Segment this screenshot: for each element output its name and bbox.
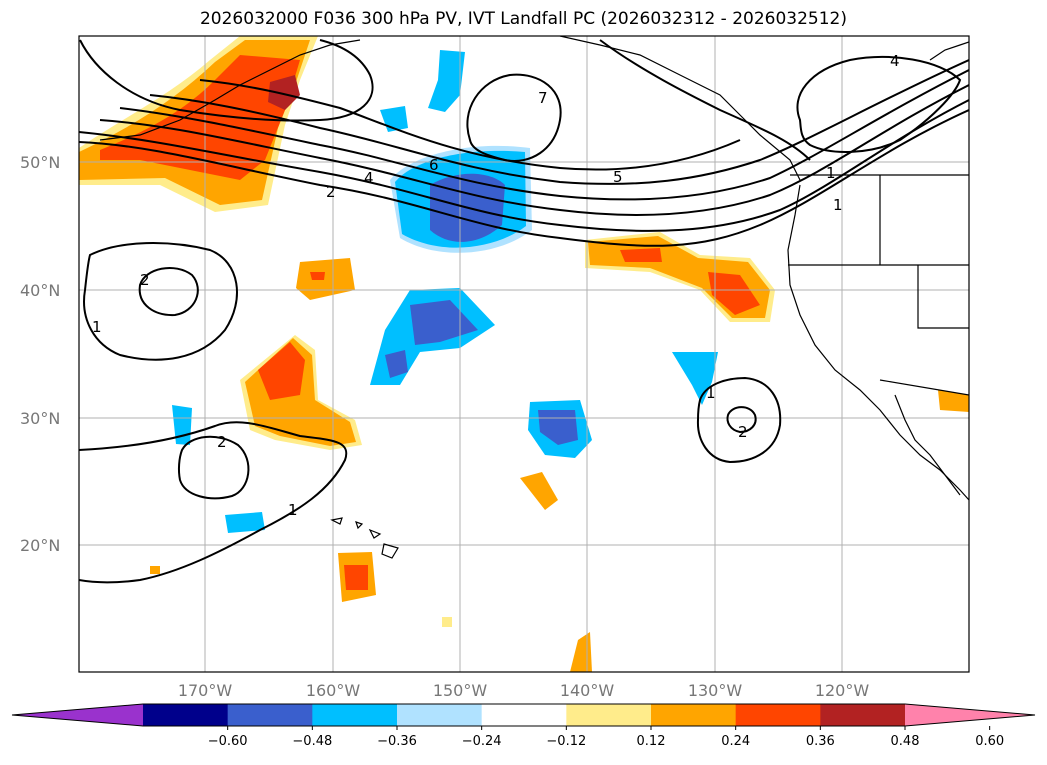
shade-positive — [708, 272, 760, 315]
colorbar-tick-label: −0.36 — [377, 734, 417, 749]
contour-label: 7 — [538, 89, 548, 107]
shade-positive — [938, 390, 969, 412]
colorbar-extend-left — [12, 704, 143, 726]
shade-negative — [385, 350, 408, 378]
colorbar-tick-label: −0.12 — [546, 734, 586, 749]
colorbar-outline — [11, 703, 1036, 727]
colorbar: −0.60 −0.48 −0.36 −0.24 −0.12 0.12 0.24 0.36 0.4… — [11, 703, 1036, 749]
contour-label: 1 — [833, 196, 843, 214]
colorbar-segment — [143, 704, 229, 726]
contour-label: 2 — [140, 271, 150, 289]
lon-label: 140°W — [560, 681, 615, 700]
lat-label: 50°N — [20, 153, 60, 172]
shade-positive — [520, 472, 558, 510]
hawaii-islands — [330, 517, 399, 559]
map-title: 2026032000 F036 300 hPa PV, IVT Landfall… — [199, 9, 847, 29]
colorbar-tick-label: 0.48 — [891, 734, 920, 749]
shade-negative — [672, 352, 718, 405]
colorbar-segment — [651, 704, 737, 726]
colorbar-tick-label: −0.24 — [462, 734, 502, 749]
colorbar-segment — [566, 704, 652, 726]
lon-label: 170°W — [178, 681, 233, 700]
lat-label: 40°N — [20, 281, 60, 300]
colorbar-segment — [312, 704, 398, 726]
contour-label: 6 — [429, 156, 439, 174]
contour-label: 1 — [706, 384, 716, 402]
lat-labels: 50°N 40°N 30°N 20°N — [20, 153, 60, 555]
contour-label: 4 — [890, 52, 900, 70]
shade-positive — [310, 272, 325, 280]
lat-label: 20°N — [20, 536, 60, 555]
colorbar-tick-label: 0.36 — [806, 734, 835, 749]
colorbar-segment — [227, 704, 313, 726]
contour-label: 1 — [288, 501, 298, 519]
contour-labels: 1 2 3 4 5 6 7 1 2 1 2 1 1 2 4 — [92, 52, 900, 519]
colorbar-tick-label: −0.48 — [292, 734, 332, 749]
lon-label: 130°W — [688, 681, 743, 700]
colorbar-tick-label: 0.24 — [721, 734, 750, 749]
colorbar-extend-right — [905, 704, 1035, 726]
colorbar-segment — [397, 704, 483, 726]
contour-label: 2 — [326, 183, 336, 201]
gridlines — [79, 36, 969, 672]
shade-positive — [344, 565, 368, 590]
colorbar-segment — [820, 704, 906, 726]
colorbar-segment — [735, 704, 821, 726]
contour-label: 1 — [826, 164, 836, 182]
contour-label: 2 — [217, 433, 227, 451]
lon-label: 160°W — [306, 681, 361, 700]
colorbar-tick-label: 0.12 — [637, 734, 666, 749]
shade-positive — [442, 617, 452, 627]
lon-label: 150°W — [433, 681, 488, 700]
shade-negative — [410, 300, 478, 345]
colorbar-tick-label: −0.60 — [208, 734, 248, 749]
colorbar-segment — [481, 704, 567, 726]
shade-positive — [620, 248, 662, 262]
shade-positive — [268, 75, 300, 110]
contour-label: 2 — [738, 423, 748, 441]
lon-label: 120°W — [815, 681, 870, 700]
shade-negative — [225, 512, 265, 533]
shade-positive — [258, 342, 305, 400]
shade-negative — [538, 410, 578, 445]
contour-label: 4 — [364, 169, 374, 187]
contour-label: 5 — [613, 168, 623, 186]
lat-label: 30°N — [20, 409, 60, 428]
contour-label: 1 — [92, 318, 102, 336]
map-frame — [78, 35, 970, 673]
colorbar-tick-label: 0.60 — [975, 734, 1004, 749]
shade-positive — [150, 566, 160, 574]
plot-area: 1 2 3 4 5 6 7 1 2 1 2 1 1 2 4 — [79, 36, 969, 672]
lon-labels: 170°W 160°W 150°W 140°W 130°W 120°W — [178, 681, 870, 700]
pv-contours — [79, 39, 969, 584]
shade-negative — [428, 50, 465, 112]
